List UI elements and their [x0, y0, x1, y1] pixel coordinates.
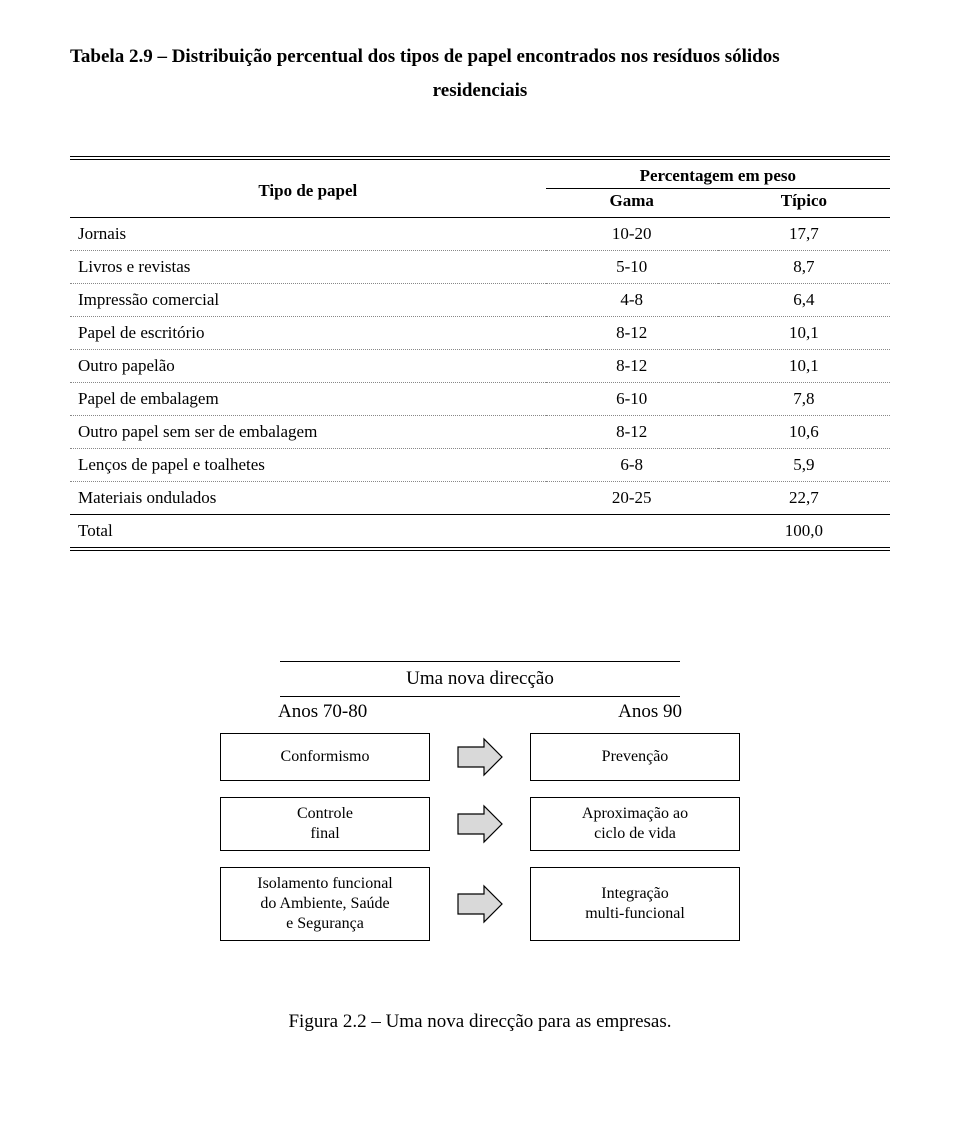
cell-gama: 6-8 [546, 449, 718, 482]
cell-total-gama [546, 515, 718, 550]
cell-label: Papel de embalagem [70, 383, 546, 416]
figure-caption: Figura 2.2 – Uma nova direcção para as e… [70, 1011, 890, 1033]
cell-tipico: 8,7 [718, 251, 890, 284]
table-row: Materiais ondulados20-2522,7 [70, 482, 890, 515]
table-row-total: Total 100,0 [70, 515, 890, 550]
cell-tipico: 7,8 [718, 383, 890, 416]
table-title-line2: residenciais [70, 74, 890, 108]
cell-gama: 8-12 [546, 350, 718, 383]
cell-gama: 5-10 [546, 251, 718, 284]
table-row: Jornais10-2017,7 [70, 218, 890, 251]
cell-label: Livros e revistas [70, 251, 546, 284]
diagram-row: Controlefinal Aproximação aociclo de vid… [220, 797, 740, 851]
table-title-line1: Tabela 2.9 – Distribuição percentual dos… [70, 40, 890, 74]
cell-tipico: 22,7 [718, 482, 890, 515]
box-right: Prevenção [530, 733, 740, 781]
cell-tipico: 17,7 [718, 218, 890, 251]
table-row: Livros e revistas5-108,7 [70, 251, 890, 284]
cell-gama: 6-10 [546, 383, 718, 416]
box-right: Integraçãomulti-funcional [530, 867, 740, 941]
cell-tipico: 10,1 [718, 350, 890, 383]
col-right-label: Anos 90 [618, 701, 682, 723]
cell-tipico: 10,6 [718, 416, 890, 449]
cell-label: Lenços de papel e toalhetes [70, 449, 546, 482]
th-percentagem: Percentagem em peso [546, 158, 890, 189]
arrow-shape [458, 806, 502, 842]
table-wrapper: Tipo de papel Percentagem em peso Gama T… [70, 156, 890, 551]
table-body: Jornais10-2017,7 Livros e revistas5-108,… [70, 218, 890, 550]
table-row: Impressão comercial4-86,4 [70, 284, 890, 317]
cell-gama: 10-20 [546, 218, 718, 251]
diagram-column-headers: Anos 70-80 Anos 90 [220, 701, 740, 733]
diagram-row: Isolamento funcionaldo Ambiente, Saúdee … [220, 867, 740, 941]
box-left: Controlefinal [220, 797, 430, 851]
table-title: Tabela 2.9 – Distribuição percentual dos… [70, 40, 890, 108]
th-gama: Gama [546, 189, 718, 218]
cell-gama: 8-12 [546, 416, 718, 449]
table-row: Papel de embalagem6-107,8 [70, 383, 890, 416]
diagram-row: Conformismo Prevenção [220, 733, 740, 781]
th-tipico: Típico [718, 189, 890, 218]
arrow-icon [450, 867, 510, 941]
cell-total-tipico: 100,0 [718, 515, 890, 550]
arrow-icon [450, 797, 510, 851]
cell-label: Impressão comercial [70, 284, 546, 317]
arrow-shape [458, 886, 502, 922]
cell-gama: 20-25 [546, 482, 718, 515]
cell-total-label: Total [70, 515, 546, 550]
cell-gama: 4-8 [546, 284, 718, 317]
percentage-table: Tipo de papel Percentagem em peso Gama T… [70, 156, 890, 551]
cell-label: Jornais [70, 218, 546, 251]
cell-label: Materiais ondulados [70, 482, 546, 515]
table-row: Outro papelão8-1210,1 [70, 350, 890, 383]
arrow-shape [458, 739, 502, 775]
th-tipo: Tipo de papel [70, 158, 546, 218]
cell-tipico: 10,1 [718, 317, 890, 350]
col-left-label: Anos 70-80 [278, 701, 367, 723]
cell-gama: 8-12 [546, 317, 718, 350]
cell-tipico: 6,4 [718, 284, 890, 317]
cell-tipico: 5,9 [718, 449, 890, 482]
cell-label: Outro papelão [70, 350, 546, 383]
arrow-icon [450, 733, 510, 781]
box-right: Aproximação aociclo de vida [530, 797, 740, 851]
table-row: Lenços de papel e toalhetes6-85,9 [70, 449, 890, 482]
table-row: Papel de escritório8-1210,1 [70, 317, 890, 350]
cell-label: Outro papel sem ser de embalagem [70, 416, 546, 449]
cell-label: Papel de escritório [70, 317, 546, 350]
diagram-header: Uma nova direcção [280, 661, 680, 697]
box-left: Isolamento funcionaldo Ambiente, Saúdee … [220, 867, 430, 941]
direction-diagram: Uma nova direcção Anos 70-80 Anos 90 Con… [220, 661, 740, 941]
table-row: Outro papel sem ser de embalagem8-1210,6 [70, 416, 890, 449]
box-left: Conformismo [220, 733, 430, 781]
